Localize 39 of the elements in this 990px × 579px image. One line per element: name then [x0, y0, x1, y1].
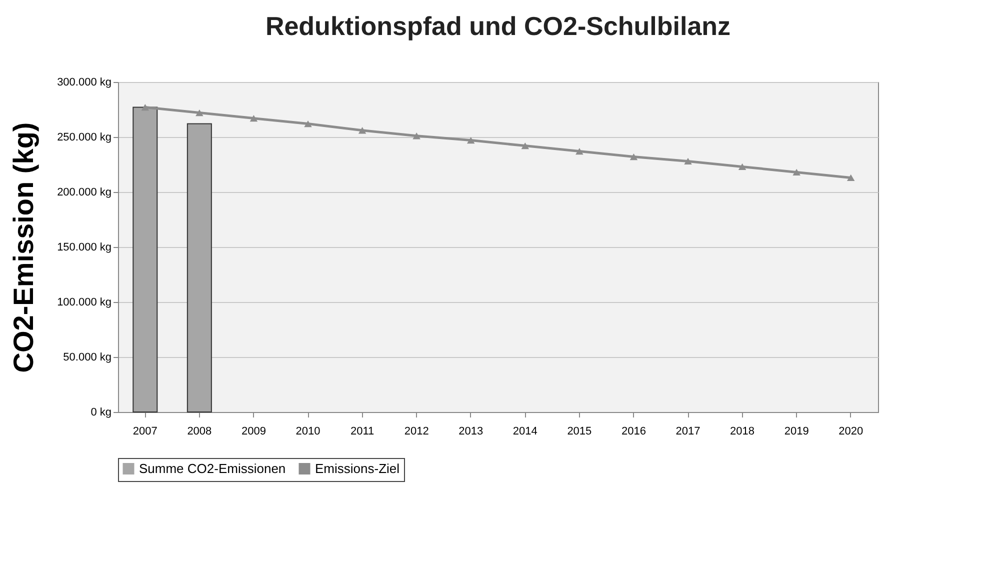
point [576, 148, 584, 155]
point [630, 153, 638, 160]
x-tick-label: 2019 [784, 426, 809, 438]
point [846, 174, 855, 182]
point [738, 163, 746, 170]
y-tick-label: 300.000 kg [57, 76, 112, 88]
legend-label: Emissions-Ziel [315, 460, 400, 476]
x-tick-label: 2010 [296, 426, 320, 438]
y-axis-title: CO2-Emission (kg) [8, 122, 40, 373]
x-tick-label: 2007 [132, 426, 158, 438]
x-tick-label: 2018 [730, 426, 755, 438]
x-tick-label: 2017 [676, 426, 700, 438]
x-tick-label: 2014 [512, 426, 538, 438]
chart-title: Reduktionspfad und CO2-Schulbilanz [265, 11, 731, 41]
point [196, 109, 204, 116]
x-tick-label: 2013 [458, 426, 484, 438]
point [141, 104, 150, 111]
point [466, 136, 475, 144]
x-tick-label: 2009 [241, 426, 266, 438]
x-tick-label: 2015 [567, 426, 592, 438]
point [304, 120, 312, 128]
x-tick-label: 2016 [621, 426, 646, 438]
x-tick-label: 2011 [350, 426, 374, 438]
point [358, 127, 366, 134]
x-tick-label: 2012 [404, 426, 429, 438]
y-tick-label: 200.000 kg [57, 186, 112, 198]
point [684, 158, 692, 165]
legend-label: Summe CO2-Emissionen [139, 460, 286, 476]
y-tick-label: 100.000 kg [57, 296, 112, 308]
x-tick-label: 2008 [187, 426, 212, 438]
x-tick-label: 2020 [838, 426, 864, 438]
y-tick-label: 250.000 kg [57, 132, 112, 144]
y-tick-label: 0 kg [90, 406, 112, 418]
point [521, 142, 530, 150]
y-tick-label: 50.000 kg [63, 352, 112, 364]
y-tick-label: 150.000 kg [57, 242, 112, 254]
point [792, 168, 800, 176]
point [412, 132, 420, 140]
point [250, 114, 258, 122]
